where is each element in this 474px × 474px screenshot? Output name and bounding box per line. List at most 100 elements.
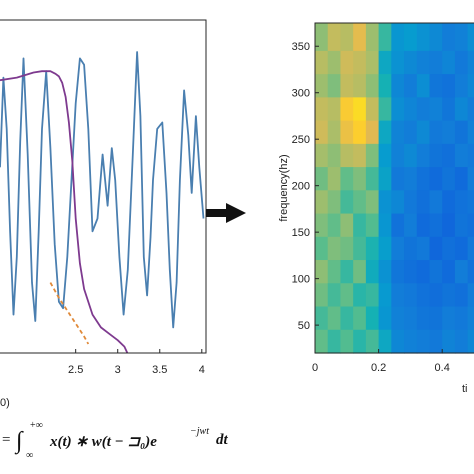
heatmap-cell — [442, 329, 456, 354]
heatmap-cell — [353, 74, 367, 98]
heatmap-cell — [454, 283, 469, 308]
x-tick-label: 3 — [115, 364, 121, 376]
heatmap-cell — [353, 120, 367, 145]
heatmap-cell — [454, 120, 469, 145]
heatmap-cell — [340, 260, 354, 284]
heatmap-cell — [416, 50, 431, 75]
heatmap-cell — [454, 143, 469, 168]
y-tick-label: 350 — [292, 41, 310, 53]
heatmap-cell — [391, 260, 405, 284]
heatmap-cell — [353, 306, 367, 331]
heatmap-cell — [315, 213, 329, 238]
heatmap-cell — [391, 167, 405, 191]
heatmap-cell — [353, 23, 367, 52]
x-tick-label: 2.5 — [68, 364, 83, 376]
heatmap-cell — [454, 23, 469, 52]
heatmap-cell — [378, 167, 392, 191]
heatmap-cell — [327, 329, 342, 354]
integral-sign-icon: ∫ — [16, 428, 23, 454]
heatmap-cell — [404, 167, 418, 191]
heatmap-cell — [416, 97, 431, 122]
heatmap-cell — [467, 329, 474, 354]
heatmap-cell — [327, 50, 342, 75]
heatmap-cell — [416, 236, 431, 261]
heatmap-cell — [404, 260, 418, 284]
heatmap-cell — [467, 283, 474, 308]
formula-exponent: −jwt — [190, 426, 209, 437]
y-tick-label: 300 — [292, 88, 310, 100]
y-tick-label: 200 — [292, 181, 310, 193]
heatmap-cell — [429, 306, 443, 331]
heatmap-cell — [378, 50, 392, 75]
heatmap-cell — [467, 190, 474, 215]
heatmap-cell — [442, 260, 456, 284]
heatmap-cell — [416, 213, 431, 238]
heatmap-cell — [353, 283, 367, 308]
heatmap-cell — [429, 329, 443, 354]
heatmap-cell — [315, 260, 329, 284]
heatmap-cell — [315, 236, 329, 261]
heatmap-cell — [404, 283, 418, 308]
heatmap-cell — [429, 143, 443, 168]
heatmap-cell — [327, 74, 342, 98]
heatmap-cell — [378, 236, 392, 261]
heatmap-cell — [353, 260, 367, 284]
heatmap-cell — [340, 23, 354, 52]
heatmap-cell — [454, 74, 469, 98]
heatmap-cell — [315, 23, 329, 52]
heatmap-cell — [365, 236, 380, 261]
heatmap-cell — [340, 213, 354, 238]
heatmap-cell — [404, 74, 418, 98]
heatmap-cell — [454, 213, 469, 238]
formula-integrand: x(t) ∗ w(t − ⊐₀)e — [50, 434, 157, 450]
heatmap-cell — [404, 329, 418, 354]
heatmap-cell — [467, 74, 474, 98]
heatmap-cell — [365, 23, 380, 52]
heatmap-cell — [353, 167, 367, 191]
heatmap-cell — [340, 236, 354, 261]
heatmap-cell — [391, 50, 405, 75]
heatmap-cell — [429, 283, 443, 308]
heatmap-cell — [416, 260, 431, 284]
heatmap-cell — [404, 23, 418, 52]
heatmap-cell — [391, 190, 405, 215]
heatmap-cell — [404, 50, 418, 75]
heatmap-cell — [391, 120, 405, 145]
heatmap-cell — [327, 120, 342, 145]
window-line-purple — [0, 70, 129, 353]
heatmap-cell — [353, 236, 367, 261]
heatmap-cell — [327, 306, 342, 331]
heatmap-cell — [315, 306, 329, 331]
heatmap-cell — [378, 23, 392, 52]
heatmap-cell — [327, 23, 342, 52]
heatmap-cell — [416, 120, 431, 145]
heatmap-cell — [365, 329, 380, 354]
stft-formula: = ∫ +∞ ∞ x(t) ∗ w(t − ⊐₀)e −jwt dt — [0, 418, 300, 462]
heatmap-cell — [378, 329, 392, 354]
y-tick-label: 150 — [292, 227, 310, 239]
heatmap-cell — [340, 283, 354, 308]
heatmap-cell — [442, 23, 456, 52]
spectrogram-cells — [315, 23, 474, 354]
spectrogram-frame — [314, 22, 474, 354]
heatmap-cell — [315, 190, 329, 215]
heatmap-cell — [315, 143, 329, 168]
heatmap-cell — [391, 213, 405, 238]
spectrogram-y-axis-label: frequency(hz) — [278, 154, 290, 221]
dashed-line-orange — [49, 282, 90, 345]
formula-upper-limit: +∞ — [30, 420, 43, 431]
heatmap-cell — [340, 167, 354, 191]
heatmap-cell — [404, 236, 418, 261]
line-chart-plot-area — [0, 51, 205, 353]
heatmap-cell — [416, 167, 431, 191]
heatmap-cell — [454, 50, 469, 75]
heatmap-cell — [340, 329, 354, 354]
heatmap-cell — [365, 120, 380, 145]
y-tick-label: 250 — [292, 134, 310, 146]
heatmap-cell — [391, 283, 405, 308]
heatmap-cell — [327, 97, 342, 122]
line-chart-frame — [0, 19, 207, 354]
heatmap-cell — [315, 74, 329, 98]
heatmap-cell — [467, 120, 474, 145]
formula-differential: dt — [216, 432, 228, 448]
